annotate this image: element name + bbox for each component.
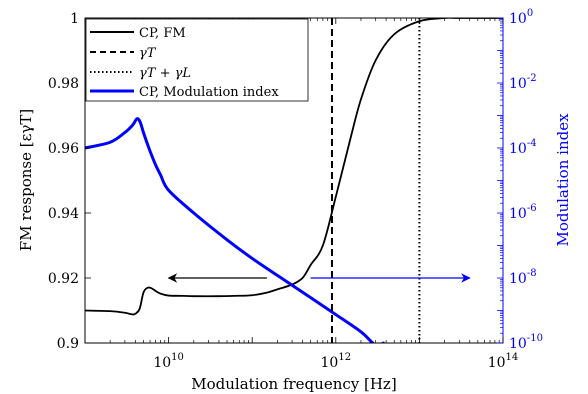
legend: CP, FM γT γT + γL CP, Modulation index xyxy=(85,18,309,102)
x-tick-label: 1010 xyxy=(153,352,184,371)
legend-label-gamma-tl: γT + γL xyxy=(139,66,191,81)
y-right-tick-label: 10-4 xyxy=(509,138,537,157)
y-left-tick-label: 0.98 xyxy=(48,76,79,92)
legend-label-gamma-t: γT xyxy=(139,46,157,61)
x-tick-label: 1012 xyxy=(321,352,352,371)
series-line-modulation-index xyxy=(85,117,385,343)
legend-label-fm: CP, FM xyxy=(139,26,186,41)
y-axis-right: 10-10 10-8 10-6 10-4 10-2 100 xyxy=(497,8,543,352)
y-axis-right-label: Modulation index xyxy=(554,113,572,247)
y-left-tick-label: 1 xyxy=(70,11,79,27)
series-layer xyxy=(85,18,503,343)
y-right-tick-label: 10-2 xyxy=(509,73,537,92)
y-right-tick-label: 100 xyxy=(509,8,533,27)
series-line-fm-response xyxy=(85,18,503,316)
x-axis: 1010 1012 1014 xyxy=(84,18,519,371)
y-left-tick-label: 0.92 xyxy=(48,271,79,287)
reference-lines xyxy=(330,18,421,343)
x-tick-label: 1014 xyxy=(488,352,519,371)
y-axis-left-label: FM response [εγT] xyxy=(17,109,35,251)
x-axis-label: Modulation frequency [Hz] xyxy=(191,375,396,393)
y-right-tick-label: 10-8 xyxy=(509,268,537,287)
legend-label-mod-index: CP, Modulation index xyxy=(139,85,279,100)
y-right-tick-label: 10-6 xyxy=(509,203,537,222)
y-right-tick-label: 10-10 xyxy=(509,333,543,352)
y-left-tick-label: 0.96 xyxy=(48,141,79,157)
y-left-tick-label: 0.9 xyxy=(57,336,79,352)
y-left-tick-label: 0.94 xyxy=(48,206,79,222)
